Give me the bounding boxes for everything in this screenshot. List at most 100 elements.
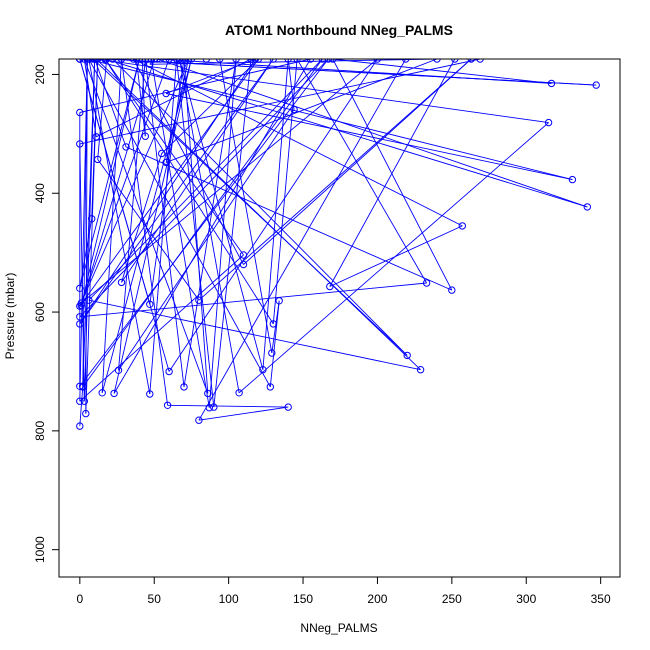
data-point <box>153 59 161 63</box>
series-segment <box>79 59 329 318</box>
series-segment <box>238 122 549 394</box>
data-point <box>202 59 210 63</box>
x-tick-label: 50 <box>148 592 162 606</box>
data-point <box>544 118 553 127</box>
data-point <box>290 105 298 114</box>
series-segment <box>165 59 438 163</box>
data-point <box>80 59 88 63</box>
series-segment <box>92 59 408 356</box>
data-point <box>204 389 212 398</box>
data-point <box>448 286 456 294</box>
data-point <box>451 59 459 63</box>
chart-title: ATOM1 Northbound NNeg_PALMS <box>225 22 453 38</box>
series-segment <box>168 59 378 372</box>
data-point <box>180 59 188 63</box>
data-point <box>76 140 84 148</box>
series-segment <box>81 59 378 304</box>
y-tick-label: 800 <box>33 421 47 441</box>
series-segment <box>101 59 122 393</box>
data-point <box>117 278 126 287</box>
y-axis-label: Pressure (mbar) <box>3 273 17 360</box>
x-tick-label: 100 <box>219 592 239 606</box>
data-point <box>76 59 84 63</box>
data-point <box>85 59 93 63</box>
plot-frame <box>58 58 621 578</box>
data-point <box>77 299 86 307</box>
data-point <box>147 59 155 63</box>
x-tick-label: 250 <box>442 592 462 606</box>
x-tick-label: 150 <box>293 592 313 606</box>
data-point <box>293 59 301 63</box>
data-point <box>135 59 144 63</box>
series-segment <box>80 59 140 306</box>
data-point <box>94 59 102 63</box>
series-segment <box>243 59 472 265</box>
series-segment <box>213 59 252 408</box>
data-point <box>158 149 166 158</box>
data-point <box>232 59 240 63</box>
data-point <box>239 251 248 259</box>
data-point <box>122 143 130 151</box>
data-point <box>195 296 203 304</box>
series-segment <box>112 59 408 356</box>
data-point <box>187 59 196 63</box>
series-segment <box>121 59 169 406</box>
series-segment <box>79 59 189 307</box>
series-segment <box>133 59 463 227</box>
data-point <box>402 59 410 63</box>
series-segment <box>208 59 237 408</box>
data-point <box>82 409 90 418</box>
series-segment <box>79 282 427 318</box>
series-segment <box>219 59 273 354</box>
data-point <box>275 297 283 305</box>
series-segment <box>149 59 185 305</box>
data-point <box>94 155 102 164</box>
series-segment <box>183 59 237 387</box>
data-point <box>76 382 84 390</box>
data-point <box>117 59 126 63</box>
data-point <box>79 383 87 391</box>
series-segment <box>287 59 295 110</box>
data-point <box>592 81 600 89</box>
data-point <box>141 132 150 140</box>
data-point <box>373 59 382 63</box>
series-segment <box>113 59 311 394</box>
series-segment <box>83 59 97 137</box>
data-point <box>216 59 224 63</box>
data-point <box>76 320 84 328</box>
series-segment <box>80 59 170 304</box>
series-segment <box>183 59 209 394</box>
data-point <box>89 59 97 63</box>
data-point <box>306 59 315 63</box>
data-point <box>141 59 149 63</box>
data-point <box>259 366 267 374</box>
data-point <box>467 59 475 63</box>
series-segment <box>150 59 210 408</box>
series-segment <box>118 109 295 371</box>
data-point <box>476 59 484 63</box>
data-point <box>162 89 170 98</box>
series-segment <box>167 404 289 408</box>
series-segment <box>94 59 127 148</box>
series-segment <box>176 59 215 408</box>
data-point <box>172 59 181 63</box>
data-point <box>184 59 193 63</box>
data-point <box>458 222 466 230</box>
data-point <box>433 59 441 63</box>
series-segment <box>79 59 170 372</box>
data-point <box>326 282 334 291</box>
data-point <box>583 203 591 211</box>
series-segment <box>104 59 274 325</box>
series-segment <box>125 146 452 291</box>
data-point <box>254 59 263 63</box>
data-point <box>146 60 154 69</box>
y-tick-label: 600 <box>33 302 47 322</box>
data-point <box>324 59 332 63</box>
x-tick-label: 300 <box>516 592 536 606</box>
y-axis: 200 400 600 800 1000 <box>33 64 60 563</box>
data-point <box>98 389 106 397</box>
data-point <box>162 158 170 167</box>
y-tick-label: 1000 <box>33 536 47 563</box>
data-point <box>247 59 255 63</box>
data-point <box>76 422 84 430</box>
